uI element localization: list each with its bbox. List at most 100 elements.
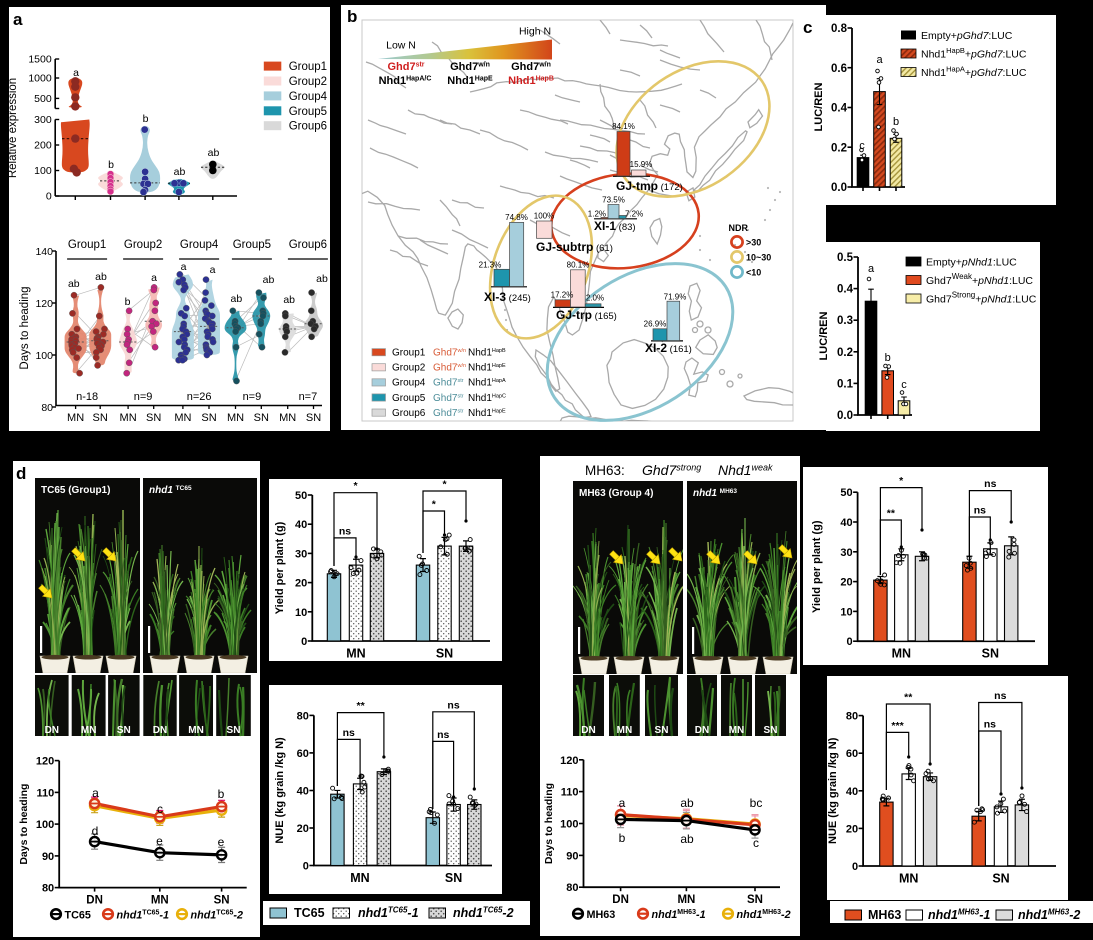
- svg-text:ab: ab: [68, 278, 80, 290]
- svg-text:DN: DN: [612, 894, 629, 906]
- svg-text:SN: SN: [214, 895, 230, 907]
- svg-text:Nhd1HapA: Nhd1HapA: [468, 378, 506, 389]
- svg-text:c: c: [803, 18, 812, 37]
- svg-text:n=9: n=9: [243, 391, 262, 403]
- svg-text:*: *: [432, 499, 437, 511]
- svg-text:c: c: [901, 379, 907, 391]
- svg-text:MH63: MH63: [587, 909, 616, 921]
- svg-text:Ghd7str: Ghd7str: [387, 61, 424, 73]
- svg-text:ab: ab: [208, 147, 220, 159]
- svg-text:40: 40: [295, 519, 307, 531]
- svg-text:500: 500: [34, 93, 52, 105]
- svg-text:<10: <10: [746, 268, 761, 278]
- svg-text:30: 30: [295, 548, 307, 560]
- svg-text:Group4: Group4: [392, 378, 426, 389]
- svg-text:SN: SN: [436, 647, 453, 661]
- svg-text:Group2: Group2: [289, 76, 327, 88]
- svg-text:0.3: 0.3: [837, 315, 853, 327]
- svg-text:17.2%: 17.2%: [551, 291, 574, 300]
- svg-text:26.9%: 26.9%: [644, 320, 667, 329]
- svg-text:n=7: n=7: [299, 391, 318, 403]
- svg-text:d: d: [92, 824, 99, 838]
- svg-text:20: 20: [840, 577, 852, 589]
- svg-text:GJ-subtrp (61): GJ-subtrp (61): [536, 240, 613, 254]
- svg-text:Group5: Group5: [233, 239, 271, 251]
- svg-text:n=9: n=9: [134, 391, 153, 403]
- svg-text:DN: DN: [153, 725, 167, 736]
- svg-text:ab: ab: [283, 294, 295, 306]
- svg-text:nhd1MH63-2: nhd1MH63-2: [737, 909, 791, 921]
- svg-text:b: b: [893, 116, 899, 128]
- svg-text:90: 90: [566, 850, 578, 862]
- svg-text:SN: SN: [227, 725, 241, 736]
- svg-text:10~30: 10~30: [746, 253, 771, 263]
- svg-text:Nhd1HapC: Nhd1HapC: [468, 393, 506, 404]
- svg-text:ns: ns: [339, 525, 351, 537]
- svg-text:c: c: [753, 836, 759, 850]
- svg-text:XI-3 (245): XI-3 (245): [484, 290, 531, 304]
- svg-text:nhd1MH63-1: nhd1MH63-1: [652, 909, 706, 921]
- svg-text:SN: SN: [117, 725, 131, 736]
- svg-text:TC65 (Group1): TC65 (Group1): [41, 485, 110, 496]
- svg-text:ns: ns: [974, 505, 986, 517]
- svg-text:**: **: [357, 700, 366, 712]
- svg-text:Group2: Group2: [124, 239, 162, 251]
- svg-text:80: 80: [41, 402, 53, 414]
- svg-text:MN: MN: [67, 412, 84, 424]
- svg-text:60: 60: [297, 748, 309, 760]
- svg-text:20: 20: [846, 823, 858, 835]
- svg-text:MN: MN: [617, 725, 633, 736]
- svg-text:0.4: 0.4: [837, 284, 854, 296]
- svg-text:SN: SN: [764, 725, 778, 736]
- svg-text:nhd1TC65-2: nhd1TC65-2: [453, 906, 514, 921]
- svg-text:0.1: 0.1: [837, 378, 854, 390]
- svg-text:0.2: 0.2: [837, 347, 853, 359]
- svg-text:ns: ns: [437, 729, 449, 741]
- svg-text:nhd1TC65-1: nhd1TC65-1: [117, 910, 170, 922]
- svg-text:NDR: NDR: [729, 223, 749, 233]
- svg-text:Nhd1HapE: Nhd1HapE: [468, 363, 506, 374]
- svg-text:a: a: [13, 10, 23, 29]
- svg-text:Yield per plant (g): Yield per plant (g): [811, 520, 823, 613]
- svg-text:NUE (kg grain /kg N): NUE (kg grain /kg N): [274, 737, 286, 844]
- svg-text:LUC/REN: LUC/REN: [818, 312, 830, 361]
- svg-text:Days to heading: Days to heading: [543, 783, 555, 864]
- svg-text:0: 0: [846, 636, 852, 648]
- svg-text:Days to heading: Days to heading: [18, 784, 30, 865]
- svg-text:MN: MN: [899, 872, 918, 886]
- svg-text:a: a: [868, 263, 875, 275]
- svg-text:Group1: Group1: [392, 348, 426, 359]
- svg-text:ns: ns: [447, 699, 459, 711]
- svg-text:MN: MN: [892, 647, 911, 661]
- svg-text:*: *: [899, 475, 904, 487]
- svg-text:SN: SN: [982, 647, 999, 661]
- svg-text:n=26: n=26: [187, 391, 212, 403]
- svg-text:nhd1MH63-1: nhd1MH63-1: [928, 908, 990, 923]
- svg-text:100: 100: [560, 819, 578, 831]
- svg-text:XI-1 (83): XI-1 (83): [594, 219, 636, 233]
- svg-text:40: 40: [297, 785, 309, 797]
- svg-text:100: 100: [36, 819, 54, 831]
- svg-text:a: a: [92, 786, 99, 800]
- svg-text:1000: 1000: [28, 73, 52, 85]
- svg-text:DN: DN: [581, 725, 595, 736]
- svg-text:0: 0: [852, 861, 858, 873]
- svg-text:50: 50: [840, 487, 852, 499]
- svg-text:0.2: 0.2: [831, 142, 847, 154]
- svg-text:a: a: [181, 261, 187, 273]
- svg-text:40: 40: [846, 786, 858, 798]
- svg-text:ab: ab: [316, 273, 328, 285]
- svg-text:**: **: [887, 508, 896, 520]
- svg-text:100: 100: [34, 165, 52, 177]
- svg-text:Ghd7str: Ghd7str: [433, 408, 464, 419]
- svg-text:Group4: Group4: [180, 239, 219, 251]
- svg-text:a: a: [619, 796, 626, 810]
- svg-text:Ghd7strong: Ghd7strong: [642, 462, 701, 478]
- svg-text:c: c: [859, 140, 865, 152]
- svg-text:0.6: 0.6: [831, 63, 847, 75]
- svg-text:MN: MN: [677, 894, 695, 906]
- svg-text:Group6: Group6: [289, 121, 327, 133]
- svg-text:0: 0: [46, 191, 52, 203]
- svg-text:b: b: [108, 159, 114, 171]
- svg-text:Nhd1HapA/C: Nhd1HapA/C: [379, 75, 432, 87]
